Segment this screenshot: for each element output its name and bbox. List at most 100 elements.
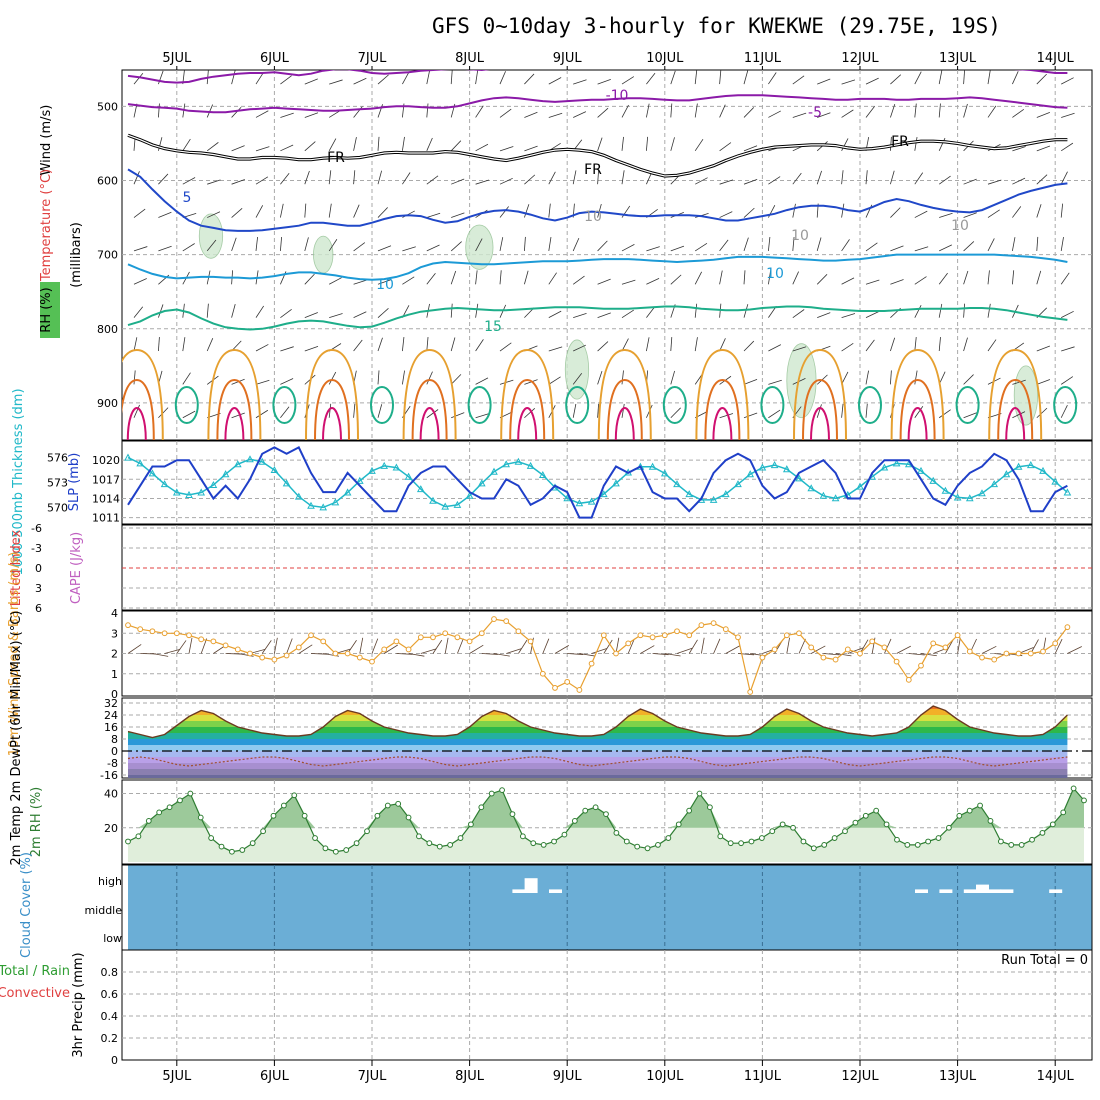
wind-speed-point bbox=[735, 634, 741, 641]
wind-barb bbox=[573, 79, 587, 85]
wind-speed-point bbox=[722, 626, 729, 633]
wind-barb bbox=[231, 412, 245, 419]
slp-tick: 1020 bbox=[92, 454, 120, 467]
rh-point bbox=[301, 812, 308, 819]
wind-speed-point bbox=[222, 642, 229, 649]
isotherm-label: 10 bbox=[376, 277, 394, 293]
wind-barb bbox=[694, 303, 698, 318]
wind-barb bbox=[524, 73, 535, 85]
surface-wind-barb bbox=[945, 639, 954, 654]
wind-barb bbox=[816, 170, 822, 185]
y-tick-label: 800 bbox=[97, 323, 118, 336]
thickness-point bbox=[575, 499, 584, 507]
surface-wind-barb bbox=[567, 653, 584, 655]
thickness-point bbox=[490, 467, 498, 475]
wind-barb bbox=[182, 138, 191, 152]
cloud-background bbox=[128, 865, 1092, 950]
wind-barb bbox=[1060, 203, 1064, 218]
wind-barb bbox=[914, 406, 924, 418]
wind-barb bbox=[914, 210, 928, 218]
wind-barb bbox=[694, 138, 704, 152]
wind-barb bbox=[694, 271, 703, 285]
wind-barb bbox=[353, 204, 360, 218]
wind-barb bbox=[987, 270, 990, 285]
wind-barb bbox=[816, 404, 822, 418]
wind-barb bbox=[207, 211, 221, 218]
wind-speed-point bbox=[369, 658, 375, 665]
wind-barb bbox=[938, 103, 941, 118]
rh-point bbox=[509, 811, 516, 817]
wind-barb bbox=[133, 171, 140, 185]
rh-point bbox=[1049, 821, 1056, 828]
wind-speed-point bbox=[783, 632, 790, 639]
surface-wind-barb bbox=[493, 653, 510, 657]
rh-point bbox=[873, 807, 880, 814]
thickness-point bbox=[587, 497, 596, 505]
wind-barb bbox=[548, 203, 551, 218]
wind-barb bbox=[329, 79, 343, 85]
high-cloud-bar bbox=[988, 889, 1002, 893]
wind-barb bbox=[328, 371, 337, 385]
surface-wind-barb bbox=[408, 653, 425, 657]
wind-barb bbox=[499, 177, 513, 185]
wind-barb bbox=[377, 308, 389, 318]
wind-barb bbox=[719, 270, 723, 285]
surface-wind-barb bbox=[884, 638, 892, 654]
wind-barb bbox=[768, 72, 777, 85]
wind-barb bbox=[621, 370, 624, 385]
isotherm-label: 10 bbox=[584, 209, 602, 225]
temperature-band bbox=[128, 757, 1068, 763]
wind-barb bbox=[548, 272, 557, 285]
rh-point bbox=[229, 848, 235, 855]
wind-barb bbox=[890, 245, 904, 252]
wind-barb bbox=[548, 77, 562, 85]
wind-speed-point bbox=[210, 638, 217, 645]
cape-axis-label: CAPE (J/kg) bbox=[69, 532, 84, 604]
wind-barb bbox=[865, 339, 875, 352]
wind-barb bbox=[158, 245, 172, 252]
wind-barb bbox=[328, 170, 332, 185]
rh-point bbox=[499, 787, 505, 794]
surface-wind-barb bbox=[469, 644, 484, 654]
thickness-point bbox=[172, 488, 181, 496]
wind-barb bbox=[426, 409, 439, 419]
wind-barb bbox=[646, 72, 656, 85]
isotherm-label: 10 bbox=[791, 228, 809, 244]
thickness-point bbox=[148, 469, 157, 477]
wind-barb bbox=[841, 239, 850, 252]
thickness-point bbox=[514, 457, 523, 465]
wind-barb bbox=[865, 311, 879, 319]
warm-contour bbox=[419, 406, 440, 441]
high-cloud-bar bbox=[1049, 889, 1063, 893]
wind-barb bbox=[255, 409, 269, 419]
wind-barb bbox=[255, 344, 269, 352]
thickness-point bbox=[782, 465, 791, 473]
wind-barb bbox=[328, 239, 338, 252]
rh-point bbox=[1081, 797, 1087, 804]
wind-barb bbox=[817, 312, 831, 319]
wind-barb bbox=[694, 242, 708, 252]
wind-barb bbox=[548, 376, 561, 385]
wind-speed-point bbox=[137, 626, 144, 633]
wind-barb bbox=[426, 137, 433, 151]
wind-speed-point bbox=[637, 632, 644, 639]
thickness-tick: 576 bbox=[47, 452, 68, 465]
rh-point bbox=[655, 841, 661, 848]
surface-wind-barb bbox=[981, 645, 997, 654]
thickness-point bbox=[660, 469, 669, 477]
wind-speed-point bbox=[844, 646, 851, 653]
wind-speed-point bbox=[320, 638, 327, 645]
wind-barb bbox=[353, 339, 363, 352]
day-label-bottom: 9JUL bbox=[553, 1069, 583, 1084]
wind-barb bbox=[621, 104, 629, 118]
rh-patch bbox=[313, 235, 334, 274]
wind-barb bbox=[475, 339, 484, 352]
wind-barb bbox=[695, 177, 708, 185]
wind-speed-point bbox=[625, 640, 632, 647]
wind-barb bbox=[670, 103, 673, 118]
surface-wind-barb bbox=[908, 653, 925, 656]
wind-barb bbox=[743, 270, 746, 285]
wind-barb bbox=[865, 403, 868, 418]
warm-contour bbox=[695, 348, 750, 441]
lifted-index-tick: 6 bbox=[35, 602, 42, 615]
